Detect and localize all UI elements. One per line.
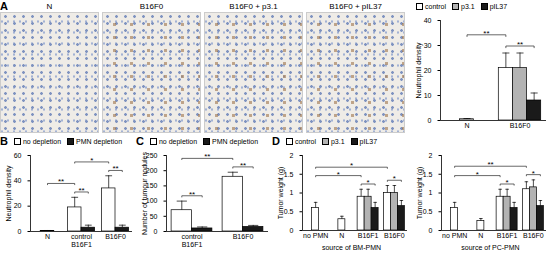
svg-text:*: * [367,178,370,187]
svg-text:**: ** [517,40,523,49]
svg-text:B16F0: B16F0 [233,233,254,240]
svg-text:20: 20 [14,202,22,209]
svg-text:*: * [532,169,535,178]
svg-text:1.5: 1.5 [423,170,433,177]
html-text:no depletion: no depletion [23,137,62,145]
svg-text:**: ** [487,160,493,169]
html-text:D: D [272,135,280,147]
svg-text:B16F0: B16F0 [105,233,126,240]
html-text:B16F0 + pIL37: B16F0 + pIL37 [329,2,382,11]
html-text:pIL37: pIL37 [489,2,508,10]
svg-text:1.5: 1.5 [284,170,294,177]
svg-text:2: 2 [429,152,433,159]
svg-text:B16F1: B16F1 [497,232,518,239]
svg-text:20: 20 [424,67,432,74]
svg-text:no PMN: no PMN [303,232,328,239]
html-text:B: B [0,135,8,147]
svg-text:0: 0 [290,227,294,234]
html-text:control: control [295,137,316,145]
svg-text:0: 0 [428,117,432,124]
svg-text:Neutrophil density: Neutrophil density [5,165,13,222]
html-text:A: A [0,0,8,12]
svg-text:2: 2 [290,152,294,159]
svg-text:**: ** [204,152,210,161]
svg-text:0: 0 [18,228,22,235]
svg-text:1: 1 [429,189,433,196]
svg-text:*: * [90,156,93,165]
svg-text:1: 1 [290,189,294,196]
html-text:pIL37: pIL37 [359,137,378,145]
html-text:PMN depletion: PMN depletion [76,137,122,145]
svg-text:*: * [337,170,340,179]
html-text:N: N [46,2,53,11]
svg-text:**: ** [240,161,246,170]
svg-text:0.5: 0.5 [284,208,294,215]
svg-text:**: ** [189,190,195,199]
svg-text:N: N [339,232,344,239]
svg-text:**: ** [483,29,489,38]
svg-text:Number of tumour nodules: Number of tumour nodules [141,152,148,235]
svg-text:250: 250 [145,151,158,159]
svg-text:150: 150 [145,182,158,190]
svg-text:0: 0 [429,227,433,234]
svg-text:control: control [71,233,92,240]
html-text:p3.1: p3.1 [331,137,345,145]
svg-text:10: 10 [424,92,432,99]
html-text:source of BM-PMN: source of BM-PMN [321,244,382,251]
svg-text:*: * [393,174,396,183]
svg-text:200: 200 [145,166,158,174]
svg-text:N: N [45,233,50,240]
svg-text:**: ** [112,164,118,173]
html-text:no depletion: no depletion [159,137,198,145]
svg-text:*: * [350,161,353,170]
svg-text:40: 40 [14,177,22,184]
svg-text:*: * [476,170,479,179]
html-text:p3.1: p3.1 [461,2,475,10]
svg-text:B16F0: B16F0 [523,232,544,239]
html-text:control: control [425,2,446,10]
svg-text:40: 40 [424,17,432,24]
html-text:B16F0: B16F0 [139,2,164,11]
svg-text:B16F1: B16F1 [71,241,92,248]
svg-text:Neutrophil density: Neutrophil density [415,42,423,99]
svg-text:**: ** [58,177,64,186]
svg-text:0: 0 [154,228,158,235]
html-text:source of PC-PMN: source of PC-PMN [461,244,520,251]
svg-text:N: N [478,232,483,239]
svg-text:control: control [181,233,202,240]
svg-text:**: ** [78,186,84,195]
html-text:B16F0 + p3.1: B16F0 + p3.1 [229,2,278,11]
svg-text:60: 60 [14,152,22,159]
svg-text:B16F0: B16F0 [384,232,405,239]
svg-text:50: 50 [150,213,158,220]
svg-text:B16F1: B16F1 [182,241,203,248]
svg-text:30: 30 [424,42,432,49]
svg-text:0.5: 0.5 [423,208,433,215]
svg-text:B16F0: B16F0 [510,122,531,129]
svg-text:100: 100 [145,197,158,205]
svg-text:Tumor weight (g): Tumor weight (g) [277,167,285,220]
svg-text:B16F1: B16F1 [358,232,379,239]
svg-text:no PMN: no PMN [442,232,467,239]
svg-text:*: * [506,178,509,187]
svg-text:Tumor weight (g): Tumor weight (g) [416,167,424,220]
html-text:PMN depletion: PMN depletion [212,137,258,145]
html-text:C: C [136,135,144,147]
svg-text:N: N [464,122,469,129]
